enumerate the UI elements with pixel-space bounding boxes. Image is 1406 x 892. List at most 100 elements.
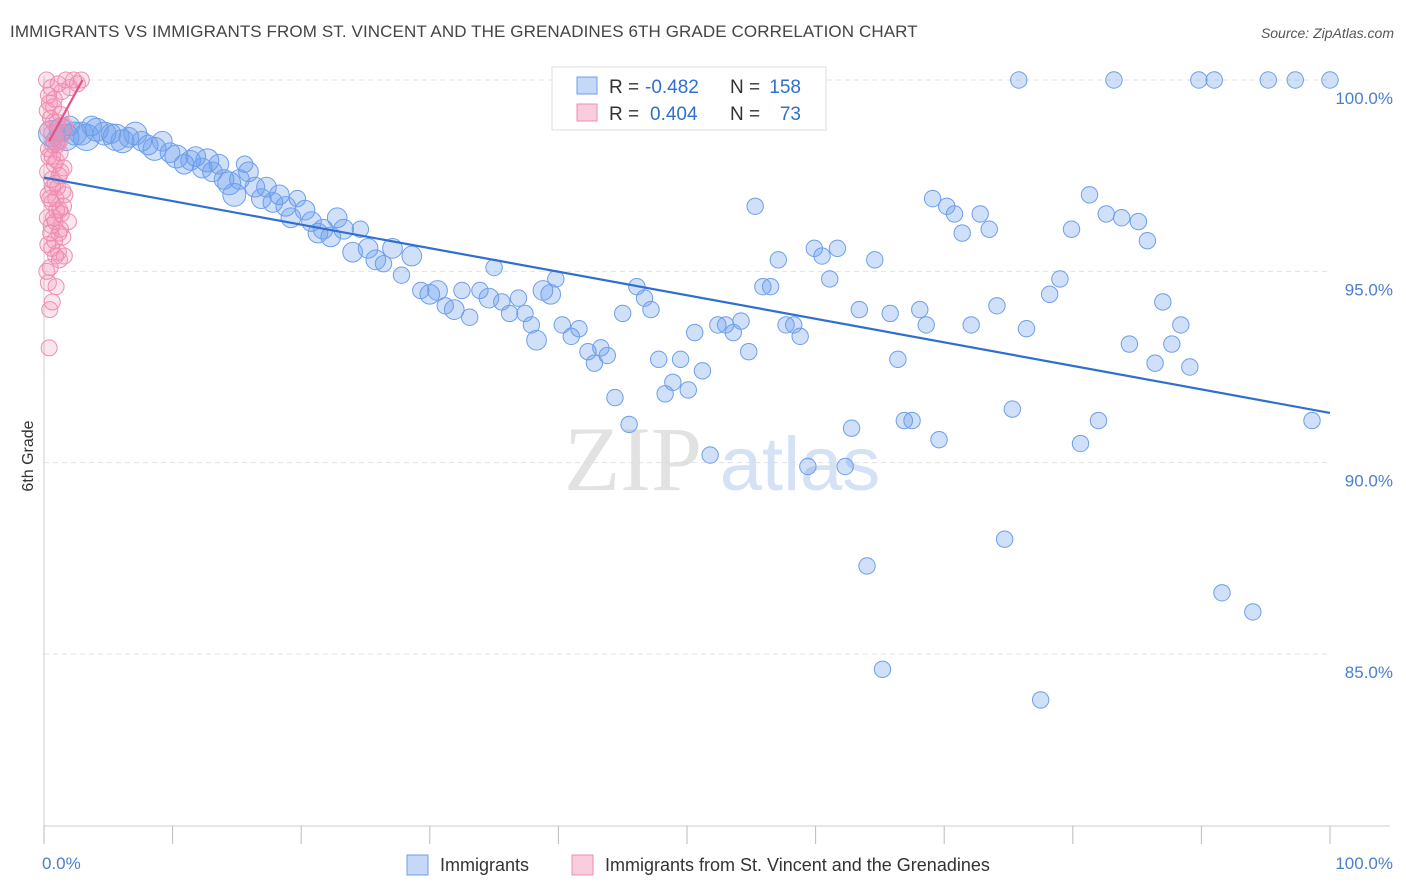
- point-immigrants-122: [889, 350, 907, 369]
- point-immigrants-102: [740, 342, 758, 361]
- stats-box: R = -0.482 N = 158 R = 0.404 N = 73: [551, 66, 827, 131]
- point-immigrants-137: [1003, 400, 1022, 418]
- point-immigrants-21: [164, 144, 189, 169]
- point-immigrants-69: [500, 304, 519, 323]
- point-immigrants-126: [917, 316, 935, 334]
- point-immigrants-142: [1051, 270, 1069, 288]
- trend-line-immigrants: [43, 176, 1331, 415]
- point-immigrants-130: [945, 205, 964, 223]
- y-tick-label-2: 90.0%: [1345, 472, 1393, 491]
- point-immigrants-138: [1010, 71, 1028, 89]
- point-immigrants-135: [988, 297, 1006, 315]
- stats-r-label-blue: R =: [609, 77, 639, 98]
- point-immigrants-136: [995, 530, 1014, 548]
- point-immigrants-106: [769, 251, 788, 269]
- point-immigrants-144: [1071, 434, 1090, 453]
- point-immigrants-124: [903, 411, 921, 430]
- chart-source: Source: ZipAtlas.com: [1260, 25, 1394, 41]
- point-immigrants-151: [1129, 212, 1148, 231]
- stats-swatch-blue: [576, 76, 598, 95]
- point-immigrants-119: [866, 251, 884, 269]
- point-immigrants-19: [151, 130, 173, 152]
- point-st-vincent-57: [40, 94, 58, 112]
- tick-labels: 100.0% 95.0% 90.0% 85.0% 0.0% 100.0%: [42, 89, 1393, 873]
- point-immigrants-127: [923, 189, 942, 208]
- point-immigrants-52: [357, 238, 379, 259]
- point-st-vincent-59: [48, 136, 66, 154]
- point-immigrants-146: [1089, 411, 1108, 430]
- point-immigrants-118: [858, 557, 876, 575]
- point-immigrants-48: [326, 207, 348, 229]
- point-immigrants-116: [842, 419, 861, 437]
- point-immigrants-157: [1181, 358, 1199, 376]
- point-immigrants-9: [84, 117, 109, 142]
- point-immigrants-83: [598, 346, 616, 365]
- point-immigrants-42: [288, 189, 307, 208]
- point-st-vincent-48: [47, 278, 65, 296]
- point-immigrants-81: [585, 354, 604, 372]
- point-st-vincent-71: [41, 190, 59, 208]
- point-immigrants-153: [1146, 354, 1164, 372]
- point-immigrants-140: [1031, 691, 1050, 709]
- y-tick-label-0: 100.0%: [1335, 89, 1393, 108]
- point-immigrants-154: [1154, 293, 1172, 311]
- point-immigrants-22: [173, 153, 195, 175]
- point-immigrants-36: [250, 188, 272, 209]
- point-immigrants-39: [268, 184, 290, 206]
- y-tick-label-1: 95.0%: [1345, 280, 1393, 299]
- point-immigrants-97: [701, 446, 719, 464]
- point-immigrants-105: [761, 277, 780, 296]
- point-immigrants-141: [1040, 285, 1059, 303]
- point-immigrants-51: [351, 220, 370, 238]
- point-immigrants-131: [953, 224, 971, 242]
- point-immigrants-145: [1080, 186, 1099, 204]
- point-immigrants-160: [1213, 584, 1231, 602]
- point-immigrants-92: [664, 373, 682, 392]
- legend-swatch-immigrants: [406, 854, 429, 876]
- point-immigrants-115: [836, 457, 854, 476]
- point-immigrants-164: [1303, 411, 1321, 430]
- point-st-vincent-52: [41, 259, 59, 277]
- point-immigrants-49: [333, 218, 354, 240]
- point-immigrants-90: [650, 350, 668, 369]
- point-immigrants-89: [642, 300, 660, 319]
- stats-r-value-blue: -0.482: [645, 77, 699, 98]
- point-immigrants-155: [1163, 335, 1181, 353]
- point-immigrants-161: [1244, 603, 1262, 621]
- point-immigrants-34: [238, 161, 259, 183]
- point-st-vincent-49: [40, 339, 58, 357]
- stats-n-value-pink: 73: [780, 104, 801, 125]
- point-immigrants-63: [453, 281, 471, 300]
- point-immigrants-86: [620, 415, 638, 434]
- point-immigrants-65: [471, 281, 489, 300]
- point-immigrants-158: [1190, 71, 1208, 89]
- point-immigrants-50: [342, 241, 363, 263]
- stats-n-label-pink: N =: [730, 104, 760, 125]
- point-immigrants-79: [570, 320, 588, 338]
- point-immigrants-43: [294, 199, 316, 221]
- point-immigrants-149: [1112, 209, 1131, 227]
- point-immigrants-139: [1017, 320, 1036, 338]
- point-immigrants-159: [1205, 71, 1223, 89]
- point-immigrants-8: [81, 115, 102, 137]
- point-immigrants-162: [1259, 71, 1277, 89]
- point-st-vincent-5: [53, 82, 71, 100]
- point-immigrants-84: [606, 388, 624, 407]
- point-immigrants-152: [1138, 232, 1157, 250]
- point-st-vincent-66: [40, 148, 58, 166]
- point-immigrants-120: [873, 660, 892, 679]
- point-immigrants-117: [850, 300, 869, 319]
- point-immigrants-150: [1120, 335, 1139, 353]
- legend-swatch-st-vincent: [571, 854, 594, 876]
- point-immigrants-134: [980, 220, 998, 238]
- point-immigrants-96: [693, 362, 712, 380]
- point-immigrants-77: [553, 316, 571, 334]
- x-tick-label-right: 100.0%: [1335, 854, 1393, 873]
- x-tick-label-left: 0.0%: [42, 854, 81, 873]
- point-immigrants-103: [746, 197, 764, 215]
- point-st-vincent-50: [41, 301, 59, 319]
- trend-line-st-vincent: [48, 79, 84, 142]
- point-immigrants-132: [962, 316, 980, 334]
- point-immigrants-37: [256, 176, 277, 198]
